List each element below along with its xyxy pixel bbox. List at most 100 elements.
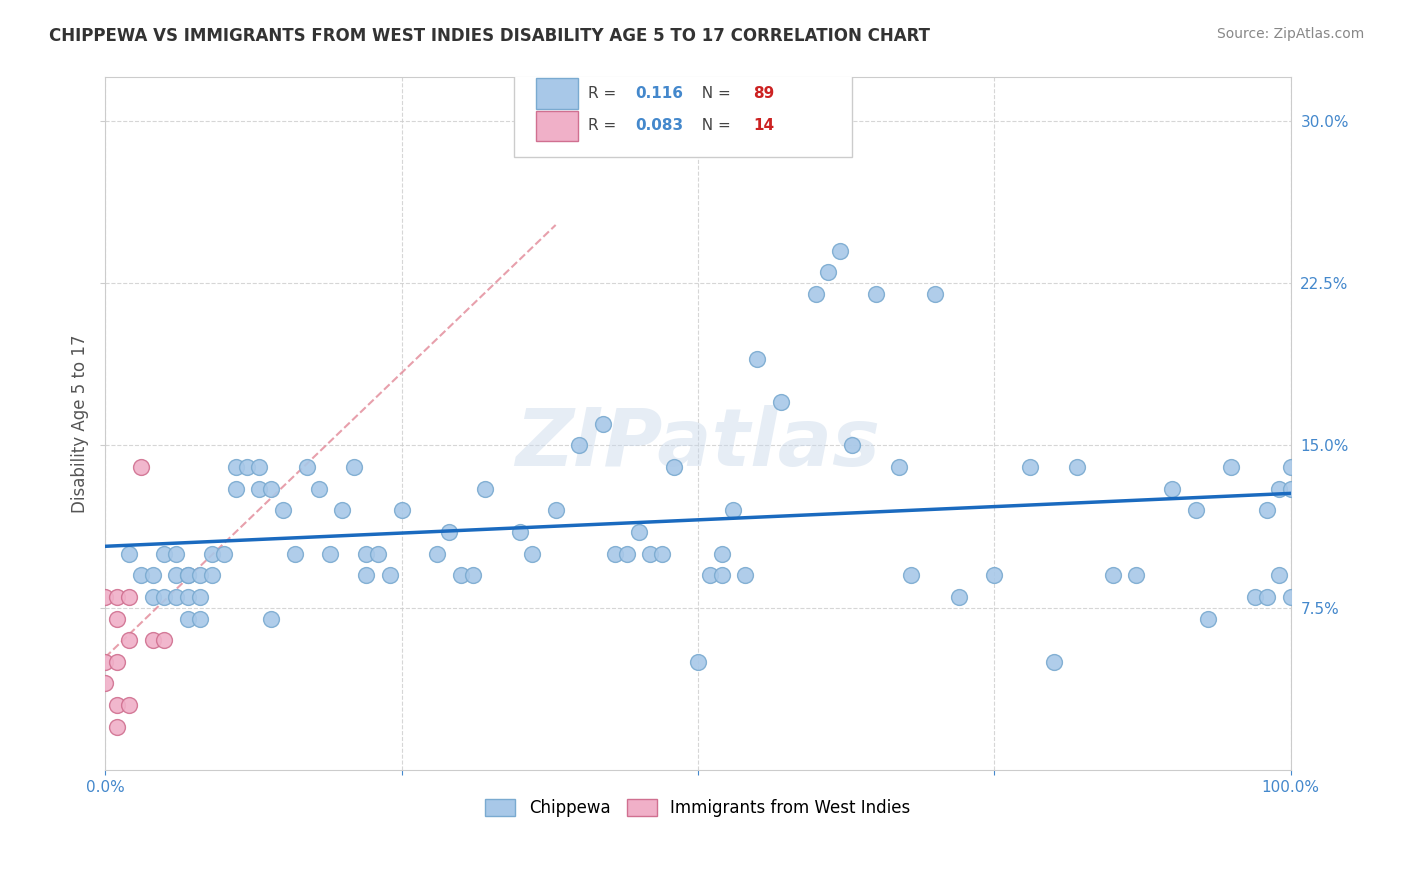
Point xyxy=(177,590,200,604)
Point xyxy=(1279,460,1302,475)
Point xyxy=(699,568,721,582)
Point xyxy=(165,568,187,582)
Point xyxy=(201,547,224,561)
Point xyxy=(806,286,828,301)
Point xyxy=(544,503,567,517)
Point xyxy=(830,244,852,258)
Point xyxy=(177,568,200,582)
Point xyxy=(247,482,270,496)
Point xyxy=(260,611,283,625)
Point xyxy=(391,503,413,517)
Point xyxy=(153,633,176,648)
Point xyxy=(1267,482,1289,496)
Point xyxy=(1256,590,1278,604)
Point xyxy=(1256,503,1278,517)
Point xyxy=(474,482,496,496)
Point xyxy=(330,503,353,517)
Text: 14: 14 xyxy=(754,119,775,134)
Text: 0.116: 0.116 xyxy=(636,86,683,101)
Point xyxy=(723,503,745,517)
Point xyxy=(1279,590,1302,604)
Point xyxy=(1125,568,1147,582)
Point xyxy=(651,547,673,561)
Point xyxy=(165,590,187,604)
Point xyxy=(710,547,733,561)
Point xyxy=(747,351,769,366)
Text: Source: ZipAtlas.com: Source: ZipAtlas.com xyxy=(1216,27,1364,41)
Point xyxy=(841,438,863,452)
Point xyxy=(734,568,756,582)
Point xyxy=(426,547,449,561)
Point xyxy=(343,460,366,475)
Point xyxy=(94,655,117,669)
Point xyxy=(948,590,970,604)
Point xyxy=(247,460,270,475)
FancyBboxPatch shape xyxy=(515,63,852,157)
Point xyxy=(129,460,152,475)
Point xyxy=(118,590,141,604)
Point xyxy=(1220,460,1243,475)
Point xyxy=(664,460,686,475)
Text: 89: 89 xyxy=(754,86,775,101)
Point xyxy=(105,590,128,604)
Point xyxy=(520,547,543,561)
Point xyxy=(177,568,200,582)
Point xyxy=(627,524,650,539)
Text: 0.083: 0.083 xyxy=(636,119,683,134)
Point xyxy=(437,524,460,539)
Point xyxy=(817,265,839,279)
Point xyxy=(153,590,176,604)
Point xyxy=(1244,590,1267,604)
Point xyxy=(142,590,165,604)
Point xyxy=(225,482,247,496)
Point xyxy=(640,547,662,561)
Point xyxy=(295,460,318,475)
Point xyxy=(1101,568,1123,582)
FancyBboxPatch shape xyxy=(536,78,578,109)
Point xyxy=(177,611,200,625)
Point xyxy=(616,547,638,561)
Point xyxy=(118,547,141,561)
Point xyxy=(509,524,531,539)
Point xyxy=(308,482,330,496)
Point xyxy=(592,417,614,431)
Point xyxy=(188,611,211,625)
Point xyxy=(865,286,887,301)
Point xyxy=(319,547,342,561)
Point xyxy=(686,655,709,669)
Point xyxy=(165,547,187,561)
Point xyxy=(129,568,152,582)
Point xyxy=(260,482,283,496)
Point xyxy=(118,633,141,648)
Point xyxy=(983,568,1005,582)
Point xyxy=(271,503,294,517)
Point xyxy=(1267,568,1289,582)
Point xyxy=(94,590,117,604)
Point xyxy=(710,568,733,582)
Point xyxy=(212,547,235,561)
Point xyxy=(105,698,128,712)
Point xyxy=(201,568,224,582)
Point xyxy=(105,655,128,669)
Point xyxy=(1066,460,1088,475)
Point xyxy=(188,590,211,604)
Point xyxy=(94,676,117,690)
Text: N =: N = xyxy=(692,86,735,101)
Text: N =: N = xyxy=(692,119,735,134)
Text: R =: R = xyxy=(588,119,621,134)
Point xyxy=(1042,655,1064,669)
Point xyxy=(153,547,176,561)
Point xyxy=(1197,611,1219,625)
Point xyxy=(354,547,377,561)
Point xyxy=(924,286,946,301)
Text: ZIPatlas: ZIPatlas xyxy=(516,406,880,483)
Point xyxy=(378,568,401,582)
Point xyxy=(105,720,128,734)
Point xyxy=(1018,460,1040,475)
Point xyxy=(118,698,141,712)
Point xyxy=(461,568,484,582)
Point xyxy=(450,568,472,582)
Point xyxy=(900,568,922,582)
FancyBboxPatch shape xyxy=(536,111,578,141)
Point xyxy=(354,568,377,582)
